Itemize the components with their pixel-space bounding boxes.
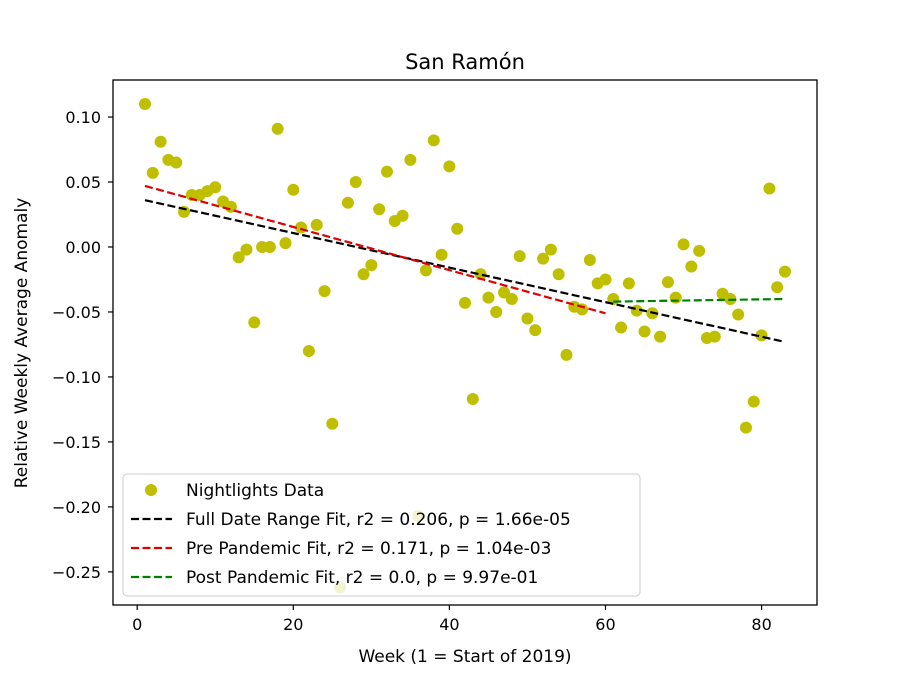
data-point [505,292,518,305]
data-point [443,160,456,173]
legend-label: Full Date Range Fit, r2 = 0.206, p = 1.6… [186,510,571,530]
data-point [537,252,550,265]
data-point [513,250,526,263]
data-point [459,296,471,309]
x-axis: 0 20 40 60 80 [132,605,772,634]
data-point [240,243,253,256]
data-point [139,98,151,111]
data-point [466,393,479,406]
data-point [349,176,362,189]
data-point [521,312,534,325]
y-tick-label: 0.00 [65,238,101,257]
y-tick-label: −0.20 [52,498,101,517]
x-tick-label: 80 [751,615,771,634]
data-point [599,273,612,286]
data-point [490,305,503,318]
data-point [279,237,292,250]
data-point [693,244,706,257]
y-axis: 0.10 0.05 0.00 −0.05 −0.10 −0.15 −0.20 −0.25 [52,108,113,582]
data-point [357,268,370,281]
y-tick-label: −0.10 [52,368,101,387]
data-point [404,153,417,166]
data-point [396,209,409,222]
data-point [435,248,448,261]
fit-line-1 [144,199,786,343]
data-point [427,134,440,147]
data-point [248,316,261,329]
legend-label: Pre Pandemic Fit, r2 = 0.171, p = 1.04e-… [186,539,551,559]
data-point [779,265,791,278]
data-point [310,218,323,231]
data-point [560,348,573,361]
y-tick-label: −0.15 [52,433,101,452]
y-tick-label: −0.05 [52,303,101,322]
x-tick-label: 0 [132,615,142,634]
data-point [419,264,432,277]
data-point [552,268,565,281]
plot-marks [139,98,791,594]
data-point [615,321,628,334]
legend-label: Nightlights Data [186,481,324,501]
data-point [302,344,315,357]
fit-line-3 [613,297,786,303]
data-point [638,325,651,338]
data-point [326,417,339,430]
x-axis-label: Week (1 = Start of 2019) [358,647,571,667]
data-point [209,181,222,194]
y-tick-label: 0.05 [65,173,101,192]
y-tick-label: 0.10 [65,108,101,127]
y-tick-label: −0.25 [52,563,101,582]
data-point [661,276,674,289]
x-tick-label: 40 [439,615,459,634]
data-point [669,291,682,304]
data-point [474,268,487,281]
data-point [685,260,698,273]
data-point [318,285,331,298]
data-point [170,156,183,169]
data-point [380,165,393,178]
data-point [544,243,557,256]
data-point [365,259,378,272]
x-tick-label: 60 [595,615,615,634]
data-point [263,240,276,253]
data-point [232,251,245,264]
legend-label: Post Pandemic Fit, r2 = 0.0, p = 9.97e-0… [186,568,538,588]
data-point [341,196,354,209]
data-point [146,166,159,179]
chart-title: San Ramón [405,50,525,74]
data-point [739,421,752,434]
data-point [732,308,745,321]
plot-frame [112,79,818,606]
data-point [763,182,776,195]
legend-box [122,473,641,597]
data-point [708,330,721,343]
data-point [154,135,167,148]
data-point [287,183,300,196]
data-point [677,238,690,251]
data-point [482,291,495,304]
y-axis-label: Relative Weekly Average Anomaly [12,198,32,489]
data-point [373,203,386,216]
data-point [747,395,760,408]
data-point [654,330,667,343]
data-point [771,281,784,294]
legend: Nightlights Data Full Date Range Fit, r2 … [122,473,641,597]
data-point [451,222,464,235]
fit-line-2 [144,184,606,315]
data-point [529,324,542,337]
x-tick-label: 20 [283,615,303,634]
data-point [583,253,596,266]
data-point [622,277,635,290]
data-point [271,122,284,135]
legend-marker [145,484,157,496]
